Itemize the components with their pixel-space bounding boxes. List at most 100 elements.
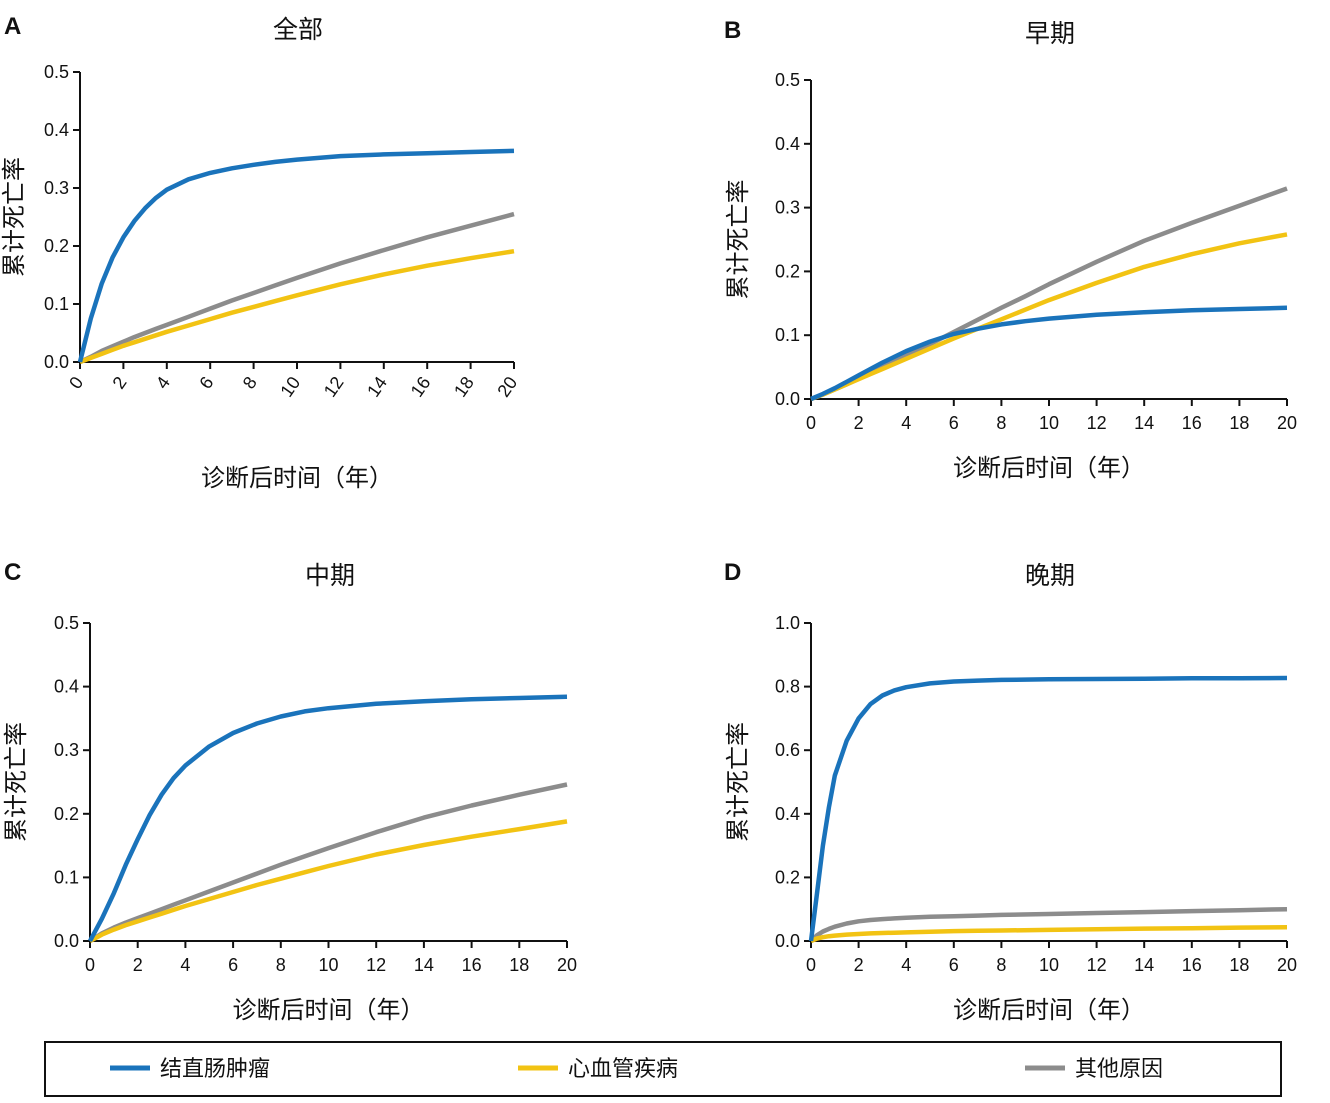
y-tick-label: 0.6 bbox=[775, 740, 800, 760]
x-tick-label: 20 bbox=[493, 373, 521, 401]
x-tick-label: 8 bbox=[996, 413, 1006, 433]
series-line-crc bbox=[810, 305, 1288, 402]
series-line-crc bbox=[808, 675, 1288, 942]
x-axis-title: 诊断后时间（年） bbox=[953, 996, 1145, 1024]
y-tick-label: 0.3 bbox=[44, 178, 69, 198]
y-tick-label: 0.4 bbox=[775, 134, 800, 154]
y-tick-label: 0.2 bbox=[775, 261, 800, 281]
legend: 结直肠肿瘤 心血管疾病 其他原因 bbox=[44, 1041, 1282, 1097]
x-tick-label: 4 bbox=[180, 955, 190, 975]
x-tick-label: 4 bbox=[901, 413, 911, 433]
x-tick-label: 0 bbox=[806, 955, 816, 975]
y-tick-label: 0.1 bbox=[54, 867, 79, 887]
x-tick-label: 18 bbox=[450, 373, 478, 401]
series-line-other bbox=[79, 211, 515, 365]
x-tick-label: 2 bbox=[854, 955, 864, 975]
x-tick-label: 10 bbox=[1039, 955, 1059, 975]
x-tick-label: 6 bbox=[949, 955, 959, 975]
x-tick-label: 6 bbox=[195, 373, 217, 393]
x-tick-label: 14 bbox=[414, 955, 434, 975]
series-line-cvd bbox=[810, 232, 1288, 402]
y-tick-label: 0.0 bbox=[44, 352, 69, 372]
x-axis-title: 诊断后时间（年） bbox=[201, 464, 393, 492]
chart-panels: A 全部0.00.10.20.30.40.50 2 4 6 8 10 12 14 16 18 20诊断… bbox=[0, 13, 1297, 1024]
legend-label-cvd: 心血管疾病 bbox=[568, 1057, 678, 1082]
panel-letter: D bbox=[724, 559, 741, 586]
legend-box bbox=[44, 1041, 1282, 1097]
x-tick-label: 6 bbox=[228, 955, 238, 975]
x-tick-label: 12 bbox=[366, 955, 386, 975]
x-tick-label: 20 bbox=[1277, 955, 1297, 975]
series-line-cvd bbox=[810, 925, 1288, 944]
x-tick-label: 6 bbox=[949, 413, 959, 433]
series-line-other bbox=[809, 906, 1288, 943]
x-tick-label: 12 bbox=[1087, 955, 1107, 975]
panel-letter: A bbox=[4, 13, 21, 40]
x-axis-title: 诊断后时间（年） bbox=[233, 996, 425, 1024]
y-tick-label: 0.2 bbox=[775, 867, 800, 887]
y-tick-label: 0.5 bbox=[54, 613, 79, 633]
series-line-crc bbox=[77, 148, 515, 363]
series-line-cvd bbox=[88, 819, 568, 943]
x-tick-label: 14 bbox=[1134, 955, 1154, 975]
x-tick-label: 4 bbox=[152, 373, 174, 393]
y-axis-title: 累计死亡率 bbox=[724, 180, 752, 300]
y-tick-label: 0.4 bbox=[775, 804, 800, 824]
legend-label-other: 其他原因 bbox=[1075, 1057, 1163, 1082]
x-tick-label: 16 bbox=[1182, 955, 1202, 975]
y-tick-label: 0.1 bbox=[44, 294, 69, 314]
x-axis-title: 诊断后时间（年） bbox=[953, 454, 1145, 482]
chart-title: 早期 bbox=[1025, 19, 1075, 48]
y-tick-label: 0.0 bbox=[775, 931, 800, 951]
chart-panel-d: D 晚期 0.0 0.2 0.4 0.6 0.8 1.0 0 2 4 6 8 10 12 14 16 18 20 诊断… bbox=[724, 559, 1297, 1024]
y-tick-label: 0.4 bbox=[44, 120, 69, 140]
y-tick-label: 0.3 bbox=[54, 740, 79, 760]
panel-letter: B bbox=[724, 17, 741, 44]
x-tick-label: 18 bbox=[509, 955, 529, 975]
x-tick-label: 2 bbox=[133, 955, 143, 975]
x-tick-label: 20 bbox=[1277, 413, 1297, 433]
chart-title: 晚期 bbox=[1025, 561, 1075, 590]
x-tick-label: 16 bbox=[407, 373, 435, 401]
y-tick-label: 0.2 bbox=[44, 236, 69, 256]
y-tick-label: 0.1 bbox=[775, 325, 800, 345]
x-tick-label: 14 bbox=[363, 373, 391, 401]
series-line-crc bbox=[88, 694, 568, 943]
panel-letter: C bbox=[4, 559, 21, 586]
x-tick-label: 10 bbox=[318, 955, 338, 975]
x-tick-label: 8 bbox=[276, 955, 286, 975]
y-tick-label: 1.0 bbox=[775, 613, 800, 633]
x-tick-label: 18 bbox=[1229, 413, 1249, 433]
y-tick-label: 0.0 bbox=[775, 389, 800, 409]
chart-title: 全部 bbox=[273, 15, 323, 44]
chart-panel-b: B 早期 0.0 0.1 0.2 0.3 0.4 0.5 0 2 4 6 8 10 12 14 16 18 20 诊断… bbox=[724, 17, 1297, 482]
x-tick-label: 0 bbox=[65, 373, 87, 393]
x-tick-label: 10 bbox=[1039, 413, 1059, 433]
legend-label-crc: 结直肠肿瘤 bbox=[160, 1057, 270, 1082]
series-line-other bbox=[88, 782, 568, 943]
chart-panel-a: A 全部 0.0 0.1 0.2 0.3 0.4 0.5 0 2 4 6 8 10 12 14 16 18 20 诊断… bbox=[0, 13, 521, 492]
y-tick-label: 0.4 bbox=[54, 677, 79, 697]
y-tick-label: 0.5 bbox=[44, 62, 69, 82]
y-axis-title: 累计死亡率 bbox=[0, 157, 28, 277]
x-tick-label: 20 bbox=[557, 955, 577, 975]
x-tick-label: 0 bbox=[806, 413, 816, 433]
x-tick-label: 4 bbox=[901, 955, 911, 975]
x-tick-label: 8 bbox=[996, 955, 1006, 975]
y-tick-label: 0.0 bbox=[54, 931, 79, 951]
x-tick-label: 8 bbox=[239, 373, 261, 393]
x-tick-label: 14 bbox=[1134, 413, 1154, 433]
chart-title: 中期 bbox=[305, 561, 355, 590]
x-tick-label: 12 bbox=[320, 373, 348, 401]
y-tick-label: 0.3 bbox=[775, 198, 800, 218]
x-tick-label: 2 bbox=[109, 373, 131, 393]
chart-panel-c: C 中期 0.0 0.1 0.2 0.3 0.4 0.5 0 2 4 6 8 10 12 14 16 18 20 诊断… bbox=[2, 559, 577, 1024]
x-tick-label: 16 bbox=[1182, 413, 1202, 433]
series-line-cvd bbox=[79, 248, 515, 365]
x-tick-label: 0 bbox=[85, 955, 95, 975]
y-axis-title: 累计死亡率 bbox=[724, 722, 752, 842]
x-tick-label: 2 bbox=[854, 413, 864, 433]
y-tick-label: 0.2 bbox=[54, 804, 79, 824]
x-tick-label: 18 bbox=[1229, 955, 1249, 975]
